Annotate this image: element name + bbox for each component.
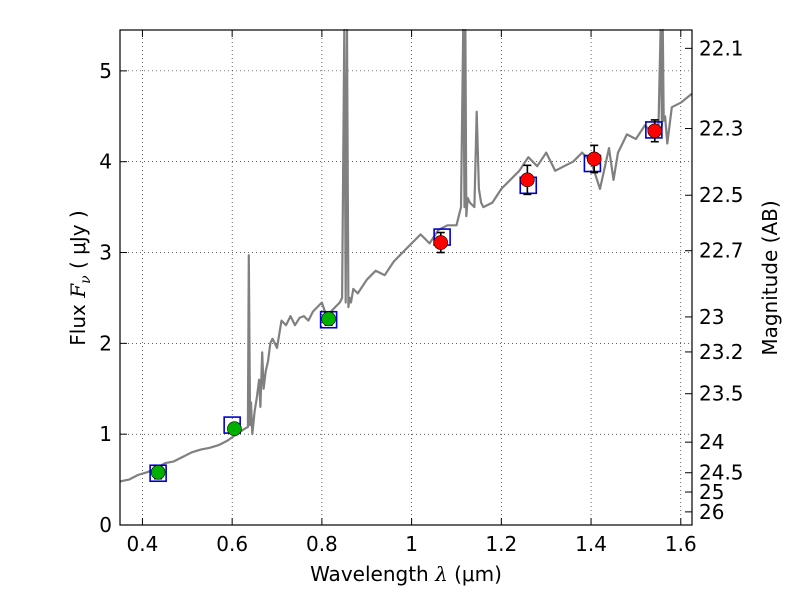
y-tick-label: 4 — [99, 150, 112, 174]
y2-tick-label: 22.7 — [699, 239, 744, 263]
x-tick-label: 0.4 — [127, 532, 159, 556]
y-tick-label: 3 — [99, 241, 112, 265]
green-data-point — [321, 311, 336, 327]
y-tick-label: 5 — [99, 59, 112, 83]
x-tick-label: 1.6 — [665, 532, 697, 556]
y2-tick-label: 22.1 — [699, 36, 744, 60]
model-spectrum-line — [119, 28, 693, 483]
observed-points — [150, 123, 663, 480]
y2-tick-label: 23 — [699, 305, 724, 329]
green-data-point — [227, 421, 242, 437]
y2-tick-label: 24.5 — [699, 461, 744, 485]
y2-tick-label: 26 — [699, 500, 724, 524]
red-data-point — [433, 235, 449, 250]
y-tick-label: 1 — [99, 422, 112, 446]
y2-axis-label: Magnitude (AB) — [758, 200, 782, 355]
x-tick-label: 0.8 — [306, 532, 338, 556]
x-tick-label: 1.4 — [575, 532, 607, 556]
model-spectrum — [119, 28, 693, 483]
y2-tick-label: 25 — [699, 480, 724, 504]
x-tick-label: 1.2 — [485, 532, 517, 556]
green-data-point — [150, 465, 166, 480]
plot-frame — [119, 29, 693, 526]
x-axis-ticks: 0.4 0.6 0.8 1 1.2 1.4 1.6 — [127, 30, 697, 556]
y-tick-label: 2 — [99, 331, 112, 355]
red-data-point — [586, 151, 602, 167]
y-axis-ticks: 0 1 2 3 4 5 — [99, 59, 127, 537]
y2-tick-label: 23.2 — [699, 340, 744, 364]
x-tick-label: 0.6 — [216, 532, 248, 556]
y2-tick-label: 22.5 — [699, 183, 744, 207]
y2-tick-label: 23.5 — [699, 382, 744, 406]
y-axis-label: Flux Fν ( μJy ) — [66, 210, 94, 345]
x-tick-label: 1 — [405, 532, 418, 556]
y2-tick-label: 22.3 — [699, 117, 744, 141]
y-tick-label: 0 — [99, 513, 112, 537]
y2-tick-label: 24 — [699, 430, 724, 454]
red-data-point — [520, 172, 535, 188]
x-axis-label: Wavelength λ (μm) — [310, 562, 502, 586]
red-data-point — [647, 123, 663, 139]
